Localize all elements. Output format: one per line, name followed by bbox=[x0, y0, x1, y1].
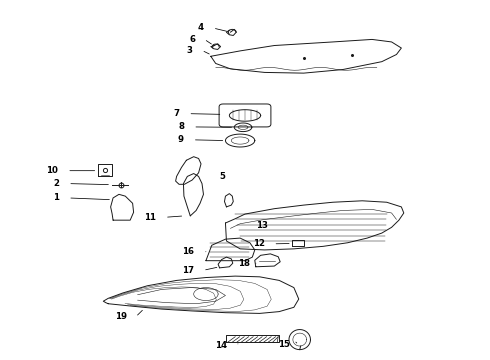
Text: 12: 12 bbox=[252, 239, 265, 248]
Text: 13: 13 bbox=[256, 221, 269, 230]
Text: 7: 7 bbox=[173, 109, 179, 118]
Text: 6: 6 bbox=[189, 35, 195, 44]
Text: 2: 2 bbox=[53, 179, 59, 188]
Text: 4: 4 bbox=[198, 23, 204, 32]
Text: 11: 11 bbox=[144, 213, 156, 222]
Text: 16: 16 bbox=[182, 247, 194, 256]
Text: 19: 19 bbox=[115, 312, 127, 321]
Text: 17: 17 bbox=[182, 266, 194, 275]
Text: 1: 1 bbox=[53, 193, 59, 202]
Text: 18: 18 bbox=[238, 259, 250, 268]
Text: 5: 5 bbox=[220, 172, 225, 181]
Text: 3: 3 bbox=[187, 46, 193, 55]
Text: 15: 15 bbox=[278, 341, 290, 350]
Text: 8: 8 bbox=[178, 122, 184, 131]
Text: 9: 9 bbox=[178, 135, 184, 144]
Text: 10: 10 bbox=[47, 166, 58, 175]
Text: 14: 14 bbox=[215, 341, 227, 350]
